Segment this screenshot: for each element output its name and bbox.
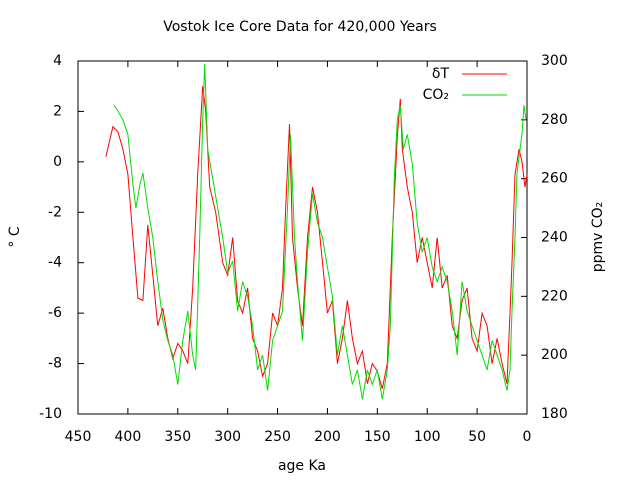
y-tick-label: -10: [39, 406, 62, 422]
y2-tick-label: 240: [541, 230, 568, 246]
y2-tick-label: 180: [541, 406, 568, 422]
legend-label: δT: [432, 66, 450, 82]
y2-axis-label: ppmv CO₂: [590, 202, 606, 273]
y-tick-label: -8: [48, 356, 62, 372]
x-tick-label: 350: [164, 429, 191, 445]
x-tick-label: 450: [65, 429, 92, 445]
x-tick-label: 200: [314, 429, 341, 445]
y-tick-label: 2: [53, 103, 62, 119]
plot-frame: [77, 60, 528, 415]
y2-tick-label: 300: [541, 53, 568, 69]
data-line: [113, 63, 527, 400]
x-tick-label: 100: [414, 429, 441, 445]
x-tick-label: 150: [364, 429, 391, 445]
legend-label: CO₂: [423, 87, 449, 103]
x-tick-label: 50: [468, 429, 486, 445]
x-tick-label: 250: [264, 429, 291, 445]
y2-tick-label: 260: [541, 171, 568, 187]
y-tick-label: 0: [53, 154, 62, 170]
x-tick-label: 0: [523, 429, 532, 445]
x-axis-label: age Ka: [278, 458, 326, 474]
y-tick-label: -2: [48, 204, 62, 220]
y-tick-label: 4: [53, 53, 62, 69]
y-tick-label: -6: [48, 305, 62, 321]
chart-title: Vostok Ice Core Data for 420,000 Years: [163, 19, 437, 35]
y-axis-label: ° C: [7, 226, 23, 247]
x-tick-label: 400: [115, 429, 142, 445]
y-tick-label: -4: [48, 255, 62, 271]
y2-tick-label: 200: [541, 347, 568, 363]
x-tick-label: 300: [214, 429, 241, 445]
y2-tick-label: 280: [541, 112, 568, 128]
y2-tick-label: 220: [541, 288, 568, 304]
